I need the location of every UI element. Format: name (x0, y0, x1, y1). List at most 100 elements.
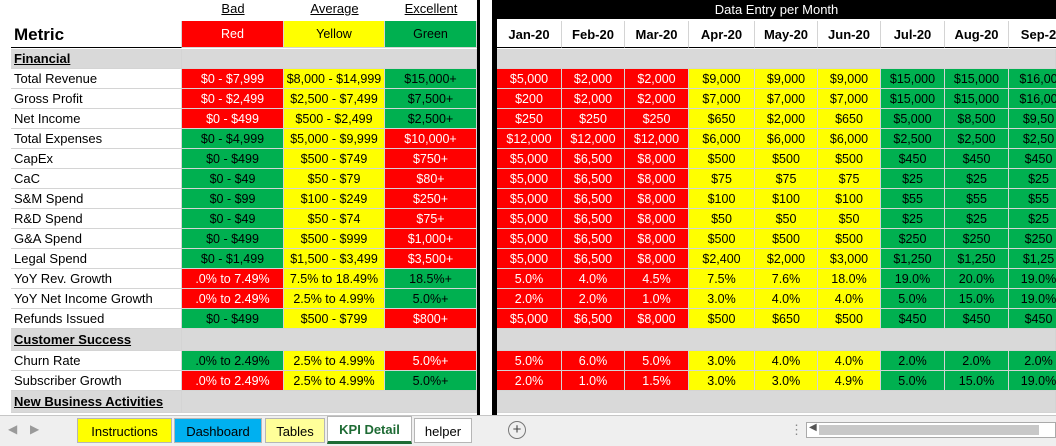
threshold-cell[interactable]: .0% to 2.49% (182, 371, 284, 391)
threshold-cell[interactable]: $0 - $49 (182, 169, 284, 189)
metric-header[interactable]: Metric (11, 21, 182, 48)
data-cell[interactable]: $6,500 (562, 149, 625, 169)
threshold-cell[interactable]: $50 - $79 (284, 169, 385, 189)
metric-label[interactable]: Gross Profit (11, 89, 182, 109)
threshold-cell[interactable]: $0 - $1,499 (182, 249, 284, 269)
data-cell[interactable]: 2.0% (881, 351, 945, 371)
data-cell[interactable]: $5,000 (497, 209, 562, 229)
metric-label[interactable]: Total Expenses (11, 129, 182, 149)
data-cell[interactable]: 4.0% (818, 289, 881, 309)
data-cell[interactable]: $25 (945, 209, 1009, 229)
data-cell[interactable]: $6,500 (562, 189, 625, 209)
data-cell[interactable]: $2,000 (755, 109, 818, 129)
threshold-cell[interactable]: $7,500+ (385, 89, 477, 109)
metric-label[interactable]: G&A Spend (11, 229, 182, 249)
data-cell[interactable]: $6,500 (562, 169, 625, 189)
data-cell[interactable]: $50 (689, 209, 755, 229)
threshold-cell[interactable]: $0 - $499 (182, 109, 284, 129)
data-cell[interactable]: 2.0% (562, 289, 625, 309)
data-cell[interactable]: $500 (689, 149, 755, 169)
threshold-cell[interactable]: $250+ (385, 189, 477, 209)
data-cell[interactable]: $450 (945, 149, 1009, 169)
data-cell[interactable]: $5,000 (881, 109, 945, 129)
data-cell[interactable]: $500 (818, 229, 881, 249)
threshold-cell[interactable]: $100 - $249 (284, 189, 385, 209)
scrollbar-thumb[interactable] (819, 425, 1039, 435)
data-cell[interactable]: $1,25 (1009, 249, 1056, 269)
data-cell[interactable]: $55 (945, 189, 1009, 209)
metric-label[interactable]: Legal Spend (11, 249, 182, 269)
data-cell[interactable]: $250 (945, 229, 1009, 249)
data-cell[interactable]: $250 (562, 109, 625, 129)
data-cell[interactable]: 15.0% (945, 371, 1009, 391)
data-cell[interactable]: $75 (755, 169, 818, 189)
data-cell[interactable]: $6,500 (562, 209, 625, 229)
data-cell[interactable]: $50 (755, 209, 818, 229)
data-cell[interactable]: 19.0% (1009, 289, 1056, 309)
data-cell[interactable]: $16,00 (1009, 69, 1056, 89)
threshold-cell[interactable]: $1,000+ (385, 229, 477, 249)
month-header[interactable]: Sep-2 (1009, 21, 1056, 48)
threshold-cell[interactable]: $500 - $749 (284, 149, 385, 169)
data-cell[interactable]: $450 (881, 149, 945, 169)
month-header[interactable]: Apr-20 (689, 21, 755, 48)
data-cell[interactable]: 18.0% (818, 269, 881, 289)
nav-prev-icon[interactable]: ◀ (8, 422, 18, 436)
data-cell[interactable]: $75 (818, 169, 881, 189)
data-cell[interactable]: $6,000 (755, 129, 818, 149)
data-cell[interactable]: $55 (1009, 189, 1056, 209)
data-cell[interactable]: 15.0% (945, 289, 1009, 309)
data-cell[interactable]: $75 (689, 169, 755, 189)
threshold-cell[interactable]: .0% to 2.49% (182, 289, 284, 309)
horizontal-scrollbar[interactable]: ◀ (806, 422, 1056, 438)
data-cell[interactable]: $5,000 (497, 149, 562, 169)
threshold-cell[interactable]: $750+ (385, 149, 477, 169)
threshold-cell[interactable]: $800+ (385, 309, 477, 329)
data-cell[interactable]: $8,000 (625, 169, 689, 189)
add-sheet-icon[interactable]: + (508, 421, 526, 439)
data-cell[interactable]: 6.0% (562, 351, 625, 371)
data-cell[interactable]: $1,250 (945, 249, 1009, 269)
data-cell[interactable]: $250 (881, 229, 945, 249)
metric-label[interactable]: R&D Spend (11, 209, 182, 229)
sheet-tab[interactable]: Tables (265, 418, 325, 443)
data-cell[interactable]: $500 (755, 229, 818, 249)
threshold-cell[interactable]: $0 - $499 (182, 149, 284, 169)
data-cell[interactable]: $6,500 (562, 309, 625, 329)
data-cell[interactable]: 3.0% (755, 371, 818, 391)
data-cell[interactable]: $8,000 (625, 209, 689, 229)
threshold-cell[interactable]: .0% to 7.49% (182, 269, 284, 289)
threshold-cell[interactable]: $500 - $999 (284, 229, 385, 249)
data-cell[interactable]: 5.0% (881, 289, 945, 309)
data-cell[interactable]: 3.0% (689, 351, 755, 371)
data-cell[interactable]: $8,000 (625, 189, 689, 209)
data-cell[interactable]: $2,000 (625, 89, 689, 109)
data-cell[interactable]: 20.0% (945, 269, 1009, 289)
data-cell[interactable]: $8,000 (625, 309, 689, 329)
threshold-cell[interactable]: $15,000+ (385, 69, 477, 89)
month-header[interactable]: Jun-20 (818, 21, 881, 48)
threshold-cell[interactable]: 5.0%+ (385, 371, 477, 391)
data-cell[interactable]: $5,000 (497, 249, 562, 269)
data-cell[interactable]: 4.0% (755, 289, 818, 309)
data-cell[interactable]: $650 (689, 109, 755, 129)
sheet-tab[interactable]: Instructions (77, 418, 172, 443)
threshold-cell[interactable]: $0 - $4,999 (182, 129, 284, 149)
sheet-tab[interactable]: Dashboard (174, 418, 262, 443)
data-cell[interactable]: $15,000 (881, 89, 945, 109)
threshold-cell[interactable]: 7.5% to 18.49% (284, 269, 385, 289)
metric-label[interactable]: S&M Spend (11, 189, 182, 209)
metric-label[interactable]: Churn Rate (11, 351, 182, 371)
data-cell[interactable]: $7,000 (689, 89, 755, 109)
data-cell[interactable]: $25 (881, 209, 945, 229)
data-cell[interactable]: 2.0% (497, 371, 562, 391)
data-cell[interactable]: $50 (818, 209, 881, 229)
data-cell[interactable]: $2,500 (881, 129, 945, 149)
data-cell[interactable]: $7,000 (755, 89, 818, 109)
threshold-cell[interactable]: $2,500 - $7,499 (284, 89, 385, 109)
data-cell[interactable]: $250 (1009, 229, 1056, 249)
data-cell[interactable]: $2,400 (689, 249, 755, 269)
data-cell[interactable]: $9,50 (1009, 109, 1056, 129)
threshold-cell[interactable]: 18.5%+ (385, 269, 477, 289)
metric-label[interactable]: Subscriber Growth (11, 371, 182, 391)
